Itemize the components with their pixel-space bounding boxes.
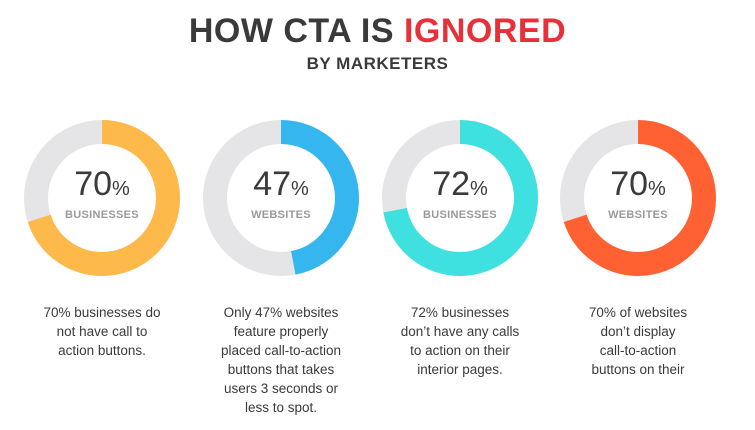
value-number-4: 70 xyxy=(610,165,649,203)
description-2-line: users 3 seconds or xyxy=(223,381,339,396)
value-label-2: WEBSITES xyxy=(251,209,311,221)
donut-arc-3 xyxy=(382,120,538,276)
value-label-3: BUSINESSES xyxy=(423,209,497,221)
value-number-1: 70 xyxy=(74,165,113,203)
description-4-line: 70% of websites xyxy=(588,305,688,320)
description-2-line: less to spot. xyxy=(244,400,318,415)
donut-chart-1: 70% BUSINESSES xyxy=(22,118,182,278)
value-3: 72% xyxy=(380,166,540,207)
donut-arc-2 xyxy=(203,120,359,276)
value-unit-2: % xyxy=(291,178,309,200)
description-1: 70% businesses do not have call to actio… xyxy=(17,303,187,360)
description-4-line: buttons on their xyxy=(591,362,685,377)
description-1-line: 70% businesses do xyxy=(43,305,161,320)
value-unit-3: % xyxy=(470,178,488,200)
page-subtitle: BY MARKETERS xyxy=(306,54,449,73)
description-4: 70% of websites don’t display call-to-ac… xyxy=(553,303,723,379)
donut-svg-2 xyxy=(203,120,359,276)
stat-card-1: 70% BUSINESSES xyxy=(22,118,182,278)
description-3-line: 72% businesses xyxy=(410,305,510,320)
description-3-line: don’t have any calls xyxy=(400,324,520,339)
stat-card-3: 72% BUSINESSES xyxy=(380,118,540,278)
description-2-line: feature properly xyxy=(233,324,329,339)
title-main: HOW CTA IS xyxy=(188,12,404,50)
donut-center-1: 70% BUSINESSES xyxy=(22,166,182,221)
value-label-1: BUSINESSES xyxy=(65,209,139,221)
description-3: 72% businesses don’t have any calls to a… xyxy=(375,303,545,379)
page-title: HOW CTA IS IGNORED xyxy=(0,12,755,51)
description-4-line: don’t display xyxy=(600,324,676,339)
donut-svg-3 xyxy=(382,120,538,276)
description-2-line: buttons that takes xyxy=(227,362,335,377)
description-1-line: action buttons. xyxy=(58,343,146,358)
donut-svg-4 xyxy=(560,120,716,276)
stat-card-2: 47% WEBSITES xyxy=(201,118,361,278)
donut-svg-1 xyxy=(24,120,180,276)
donut-center-3: 72% BUSINESSES xyxy=(380,166,540,221)
value-4: 70% xyxy=(558,166,718,207)
value-2: 47% xyxy=(201,166,361,207)
description-2: Only 47% websites feature properly place… xyxy=(196,303,366,417)
description-3-line: to action on their xyxy=(410,343,510,358)
donut-arc-1 xyxy=(24,120,180,276)
value-label-4: WEBSITES xyxy=(608,209,668,221)
description-1-line: not have call to xyxy=(56,324,148,339)
value-number-3: 72 xyxy=(432,165,471,203)
description-2-line: placed call-to-action xyxy=(220,343,342,358)
value-1: 70% xyxy=(22,166,182,207)
donut-chart-3: 72% BUSINESSES xyxy=(380,118,540,278)
donut-center-2: 47% WEBSITES xyxy=(201,166,361,221)
donut-chart-2: 47% WEBSITES xyxy=(201,118,361,278)
title-accent: IGNORED xyxy=(403,12,567,50)
description-3-line: interior pages. xyxy=(417,362,503,377)
donut-center-4: 70% WEBSITES xyxy=(558,166,718,221)
value-number-2: 47 xyxy=(253,165,292,203)
stat-card-4: 70% WEBSITES xyxy=(558,118,718,278)
value-unit-4: % xyxy=(648,178,666,200)
value-unit-1: % xyxy=(112,178,130,200)
description-4-line: call-to-action xyxy=(599,343,677,358)
donut-chart-4: 70% WEBSITES xyxy=(558,118,718,278)
donut-arc-4 xyxy=(560,120,716,276)
description-2-line: Only 47% websites xyxy=(223,305,339,320)
